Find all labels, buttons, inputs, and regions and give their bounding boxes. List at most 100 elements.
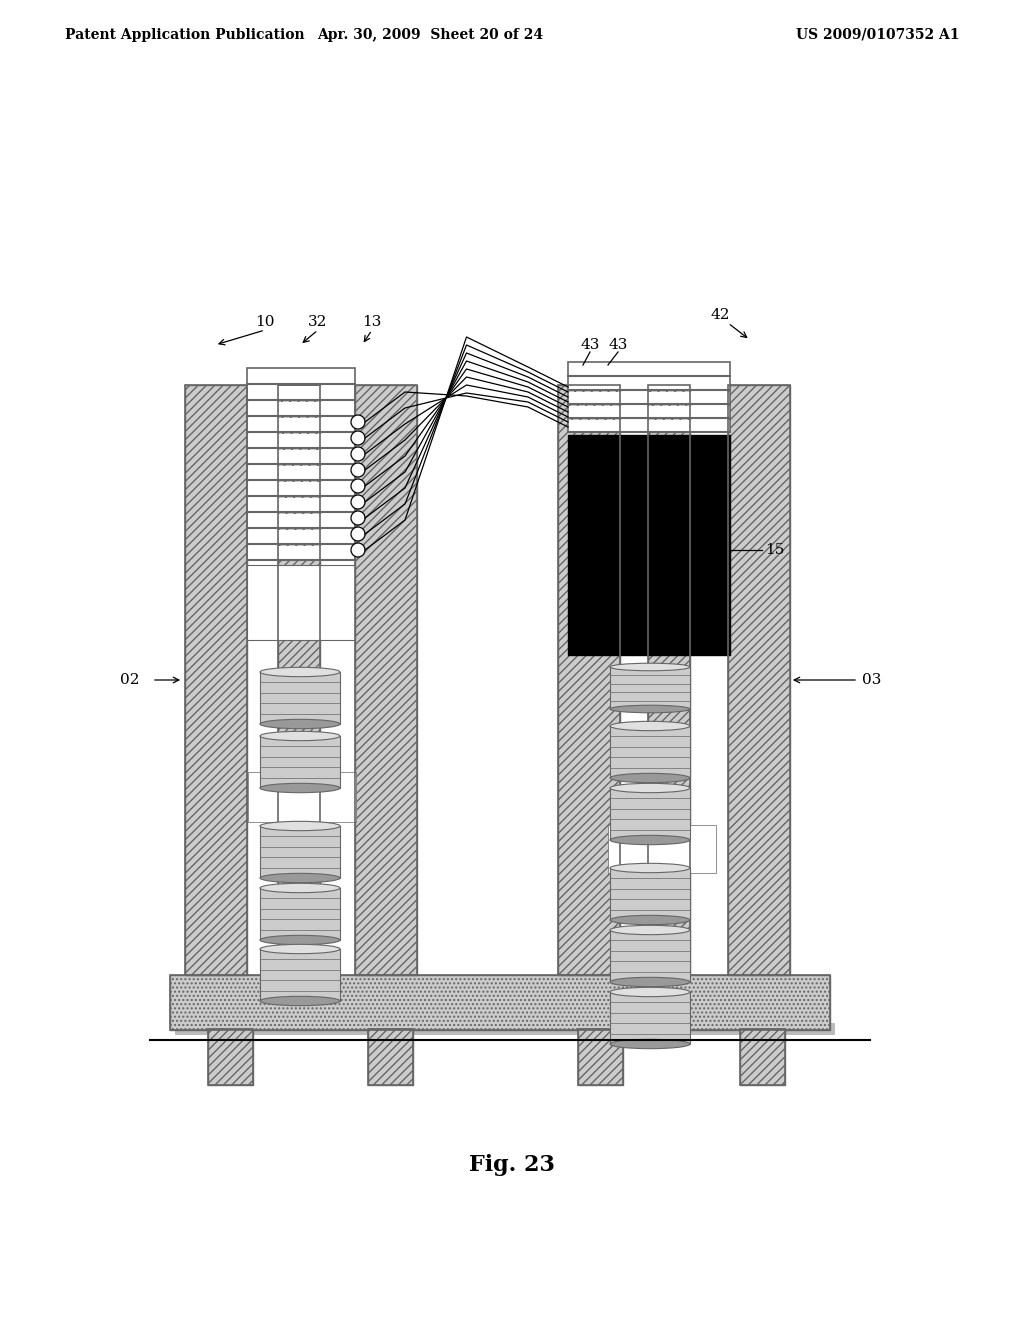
Bar (208, 1030, 253, 1085)
Circle shape (351, 495, 365, 510)
Bar (247, 482, 355, 496)
Bar (260, 888, 340, 940)
Bar (355, 385, 417, 975)
Bar (170, 975, 830, 1030)
Bar (208, 1030, 253, 1085)
Bar (568, 407, 730, 418)
Ellipse shape (610, 977, 690, 986)
Bar (368, 1030, 413, 1085)
Bar (175, 1023, 835, 1035)
Ellipse shape (610, 705, 690, 713)
Bar (185, 385, 247, 975)
Ellipse shape (260, 668, 340, 677)
Ellipse shape (260, 821, 340, 830)
Circle shape (351, 511, 365, 525)
Bar (247, 546, 355, 560)
Bar (247, 513, 355, 528)
Ellipse shape (610, 925, 690, 935)
Text: 02: 02 (120, 673, 139, 686)
Bar (740, 1030, 785, 1085)
Bar (610, 788, 690, 840)
Circle shape (351, 479, 365, 492)
Bar (260, 826, 340, 878)
Ellipse shape (260, 719, 340, 729)
Bar (578, 1030, 623, 1085)
Bar (568, 436, 730, 655)
Ellipse shape (260, 874, 340, 883)
Bar (558, 385, 620, 975)
Bar (247, 418, 355, 432)
Ellipse shape (610, 663, 690, 671)
Bar (648, 385, 690, 975)
Bar (728, 385, 790, 975)
Bar (558, 385, 620, 975)
Bar (278, 385, 319, 975)
Text: 32: 32 (308, 315, 328, 329)
Bar (247, 498, 355, 512)
Bar (578, 1030, 623, 1085)
Bar (610, 726, 690, 777)
Bar (728, 385, 790, 975)
Bar (247, 466, 355, 480)
Bar (610, 869, 690, 920)
Circle shape (351, 527, 365, 541)
Bar (568, 364, 730, 376)
Text: US 2009/0107352 A1: US 2009/0107352 A1 (797, 28, 961, 42)
Ellipse shape (610, 1039, 690, 1048)
Bar (260, 737, 340, 788)
Ellipse shape (610, 721, 690, 731)
Bar (247, 370, 355, 384)
Bar (260, 672, 340, 723)
Bar (610, 993, 690, 1044)
Ellipse shape (260, 883, 340, 892)
Ellipse shape (610, 783, 690, 793)
Ellipse shape (610, 987, 690, 997)
Text: 42: 42 (711, 308, 730, 322)
Circle shape (351, 414, 365, 429)
Bar (568, 378, 730, 389)
Bar (608, 825, 716, 873)
Circle shape (351, 543, 365, 557)
Bar (568, 392, 730, 404)
Bar (610, 931, 690, 982)
Text: 03: 03 (862, 673, 882, 686)
Text: 15: 15 (765, 543, 784, 557)
Bar (740, 1030, 785, 1085)
Bar (610, 667, 690, 709)
Ellipse shape (260, 731, 340, 741)
Text: Fig. 23: Fig. 23 (469, 1154, 555, 1176)
Ellipse shape (610, 863, 690, 873)
Circle shape (351, 432, 365, 445)
Text: 43: 43 (608, 338, 628, 352)
Text: Apr. 30, 2009  Sheet 20 of 24: Apr. 30, 2009 Sheet 20 of 24 (317, 28, 543, 42)
Ellipse shape (260, 997, 340, 1006)
Text: 43: 43 (581, 338, 600, 352)
Bar (260, 949, 340, 1001)
Bar (568, 362, 730, 432)
Circle shape (351, 463, 365, 477)
Text: Patent Application Publication: Patent Application Publication (65, 28, 304, 42)
Text: 13: 13 (362, 315, 382, 329)
Circle shape (351, 447, 365, 461)
Bar (170, 975, 830, 1030)
Ellipse shape (610, 915, 690, 925)
Bar (248, 772, 356, 822)
Bar (247, 403, 355, 416)
Ellipse shape (610, 836, 690, 845)
Bar (247, 565, 355, 640)
Bar (648, 385, 690, 975)
Bar (247, 368, 355, 560)
Ellipse shape (260, 944, 340, 953)
Bar (247, 385, 355, 400)
Bar (185, 385, 247, 975)
Bar (247, 531, 355, 544)
Bar (247, 434, 355, 447)
Ellipse shape (260, 936, 340, 945)
Bar (355, 385, 417, 975)
Ellipse shape (610, 774, 690, 783)
Ellipse shape (260, 783, 340, 793)
Bar (568, 420, 730, 432)
Bar (368, 1030, 413, 1085)
Text: 10: 10 (255, 315, 274, 329)
Bar (278, 385, 319, 975)
